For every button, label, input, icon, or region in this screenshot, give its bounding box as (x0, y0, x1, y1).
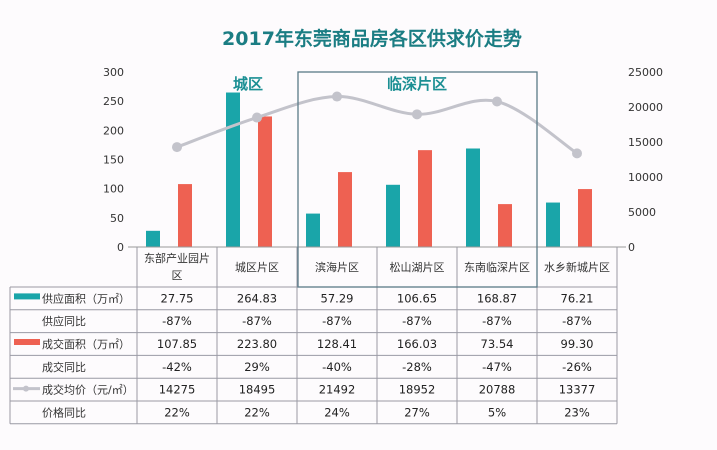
table-cell: -47% (482, 360, 512, 374)
table-cell: -87% (242, 314, 272, 328)
right-tick-label: 10000 (628, 171, 663, 184)
table-cell: 168.87 (477, 291, 517, 305)
deal-bar (578, 189, 592, 247)
table-cell: 27% (404, 405, 430, 419)
right-tick-label: 25000 (628, 66, 663, 79)
price-point (172, 142, 182, 153)
table-cell: -40% (322, 360, 352, 374)
table-cell: 18952 (399, 383, 436, 397)
supply-bar (146, 230, 160, 247)
left-tick-label: 50 (110, 212, 124, 225)
category-label: 区 (172, 269, 183, 282)
row-label: 供应面积（万㎡） (42, 291, 130, 305)
right-tick-label: 20000 (628, 101, 663, 114)
table-cell: -87% (162, 314, 192, 328)
row-label: 成交面积（万㎡） (42, 337, 130, 351)
table-cell: 73.54 (481, 337, 514, 351)
category-label: 滨海片区 (315, 260, 359, 274)
row-label: 成交均价（元/㎡） (42, 383, 134, 397)
price-point (252, 112, 262, 123)
deal-bar (338, 172, 352, 247)
right-tick-label: 0 (628, 241, 635, 254)
table-cell: 5% (488, 405, 506, 419)
table-cell: 22% (244, 405, 270, 419)
category-label: 水乡新城片区 (544, 260, 610, 274)
table-cell: 99.30 (561, 337, 594, 351)
table-cell: 128.41 (317, 337, 357, 351)
row-label: 成交同比 (42, 360, 86, 374)
legend-swatch (14, 293, 40, 300)
table-cell: -87% (322, 314, 352, 328)
row-label: 供应同比 (42, 314, 86, 328)
category-label: 东南临深片区 (464, 260, 530, 274)
deal-bar (178, 184, 192, 247)
supply-bar (306, 213, 320, 247)
price-point (412, 109, 422, 120)
table-cell: -87% (402, 314, 432, 328)
table-cell: -42% (162, 360, 192, 374)
table-cell: -87% (482, 314, 512, 328)
table-cell: 29% (244, 360, 270, 374)
shenzhen-region-box (297, 71, 538, 288)
category-label: 东部产业园片 (144, 251, 210, 265)
supply-bar (386, 184, 400, 247)
supply-bar (226, 92, 240, 247)
table-cell: 21492 (319, 383, 356, 397)
table-cell: 166.03 (397, 337, 437, 351)
left-tick-label: 100 (103, 183, 124, 196)
table-cell: 57.29 (321, 291, 354, 305)
deal-bar (498, 204, 512, 247)
table-cell: 23% (564, 405, 590, 419)
table-cell: 20788 (479, 383, 516, 397)
table-cell: 14275 (159, 383, 196, 397)
left-tick-label: 150 (103, 154, 124, 167)
right-tick-label: 5000 (628, 206, 656, 219)
table-cell: 13377 (559, 383, 596, 397)
legend-marker (23, 385, 29, 392)
left-tick-label: 300 (103, 66, 124, 79)
price-point (572, 148, 582, 159)
supply-bar (546, 202, 560, 247)
category-label: 城区片区 (235, 261, 279, 274)
table-cell: 18495 (239, 383, 276, 397)
price-line (176, 95, 578, 155)
table-cell: 27.75 (161, 291, 194, 305)
table-cell: 223.80 (237, 337, 277, 351)
supply-bar (466, 148, 480, 247)
deal-bar (418, 150, 432, 247)
price-point (332, 91, 342, 102)
table-cell: 264.83 (237, 291, 277, 305)
right-tick-label: 15000 (628, 136, 663, 149)
table-cell: -28% (402, 360, 432, 374)
row-label: 价格同比 (42, 405, 86, 419)
left-tick-label: 0 (117, 241, 124, 254)
chart-title: 2017年东莞商品房各区供求价走势 (222, 27, 522, 50)
table-cell: 76.21 (561, 291, 594, 305)
table-cell: 22% (164, 405, 190, 419)
shenzhen-region-label: 临深片区 (387, 75, 447, 93)
legend-swatch (14, 339, 40, 345)
left-tick-label: 200 (103, 124, 124, 137)
deal-bar (258, 116, 272, 247)
city-region-label: 城区 (233, 75, 263, 93)
category-label: 松山湖片区 (390, 260, 445, 274)
table-cell: 24% (324, 405, 350, 419)
table-cell: 106.65 (397, 291, 437, 305)
table-cell: -26% (562, 360, 592, 374)
left-tick-label: 250 (103, 95, 124, 108)
price-point (492, 96, 502, 107)
table-cell: -87% (562, 314, 592, 328)
table-cell: 107.85 (157, 337, 197, 351)
